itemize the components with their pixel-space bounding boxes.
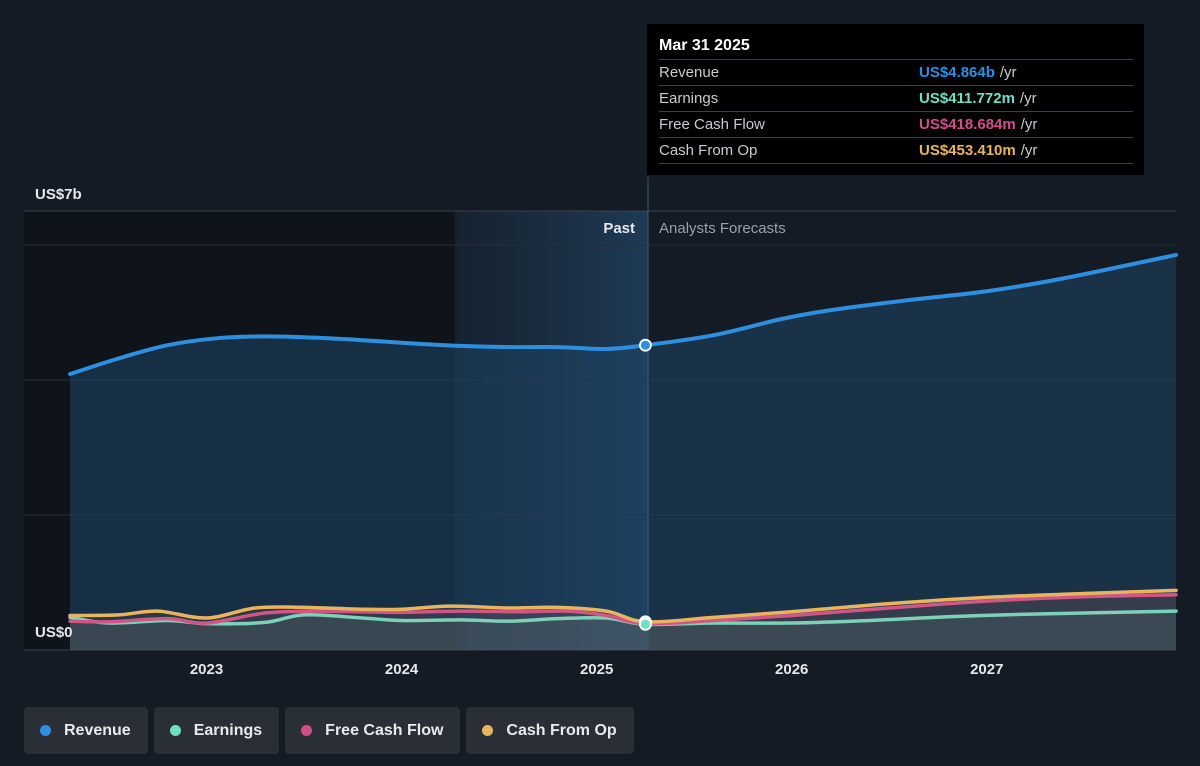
series-area-fill (70, 590, 1176, 650)
x-tick-label: 2024 (385, 661, 419, 678)
legend-label: Cash From Op (506, 721, 617, 739)
legend-dot-icon (169, 725, 181, 736)
tooltip-value: US$453.410m (919, 142, 1016, 159)
legend-item-free-cash-flow[interactable]: Free Cash Flow (285, 707, 461, 754)
legend-label: Free Cash Flow (325, 721, 444, 739)
tooltip-unit: /yr (999, 64, 1017, 81)
legend-item-earnings[interactable]: Earnings (153, 707, 280, 754)
data-tooltip: Mar 31 2025 Revenue US$4.864b/yr Earnings U… (647, 24, 1144, 175)
x-tick-label: 2026 (775, 661, 808, 678)
revenue-line (68, 252, 1178, 377)
legend-item-revenue[interactable]: Revenue (24, 707, 148, 754)
forecast-label: Analysts Forecasts (659, 220, 786, 237)
tooltip-value: US$4.864b (919, 64, 995, 81)
tooltip-row: Revenue US$4.864b/yr (659, 59, 1133, 85)
x-tick-label: 2025 (580, 661, 613, 678)
y-axis-max-label: US$7b (35, 186, 82, 203)
tooltip-row: Cash From Op US$453.410m/yr (659, 137, 1133, 164)
legend-dot-icon (301, 725, 313, 736)
past-label: Past (603, 220, 635, 237)
legend-item-cash-from-op[interactable]: Cash From Op (466, 707, 634, 754)
tooltip-row: Earnings US$411.772m/yr (659, 85, 1133, 111)
legend-label: Revenue (64, 721, 131, 739)
tooltip-value: US$418.684m (919, 116, 1016, 133)
chart-legend: Revenue Earnings Free Cash Flow Cash From O… (24, 707, 634, 754)
tooltip-row: Free Cash Flow US$418.684m/yr (659, 111, 1133, 137)
legend-dot-icon (482, 725, 494, 736)
x-tick-label: 2027 (970, 661, 1003, 678)
tooltip-date: Mar 31 2025 (659, 37, 750, 54)
cash-from-op-line (68, 588, 1178, 624)
tooltip-unit: /yr (1019, 90, 1037, 107)
tooltip-label: Cash From Op (659, 142, 758, 159)
legend-dot-icon (40, 725, 51, 736)
tooltip-label: Free Cash Flow (659, 116, 765, 133)
tooltip-unit: /yr (1020, 116, 1038, 133)
tooltip-label: Revenue (659, 64, 720, 81)
tooltip-unit: /yr (1020, 142, 1038, 159)
revenue-marker[interactable] (639, 338, 652, 352)
revenue-area-fill (70, 254, 1176, 650)
legend-label: Earnings (193, 721, 263, 739)
tooltip-value: US$411.772m (919, 90, 1015, 107)
chart-canvas: US$7b US$0 Past Analysts Forecasts 2023 2… (24, 177, 1178, 678)
x-tick-label: 2023 (190, 661, 223, 678)
earnings-marker[interactable] (639, 617, 652, 631)
free-cash-flow-line (68, 593, 1178, 626)
y-axis-min-label: US$0 (35, 624, 73, 641)
tooltip-label: Earnings (659, 90, 719, 107)
